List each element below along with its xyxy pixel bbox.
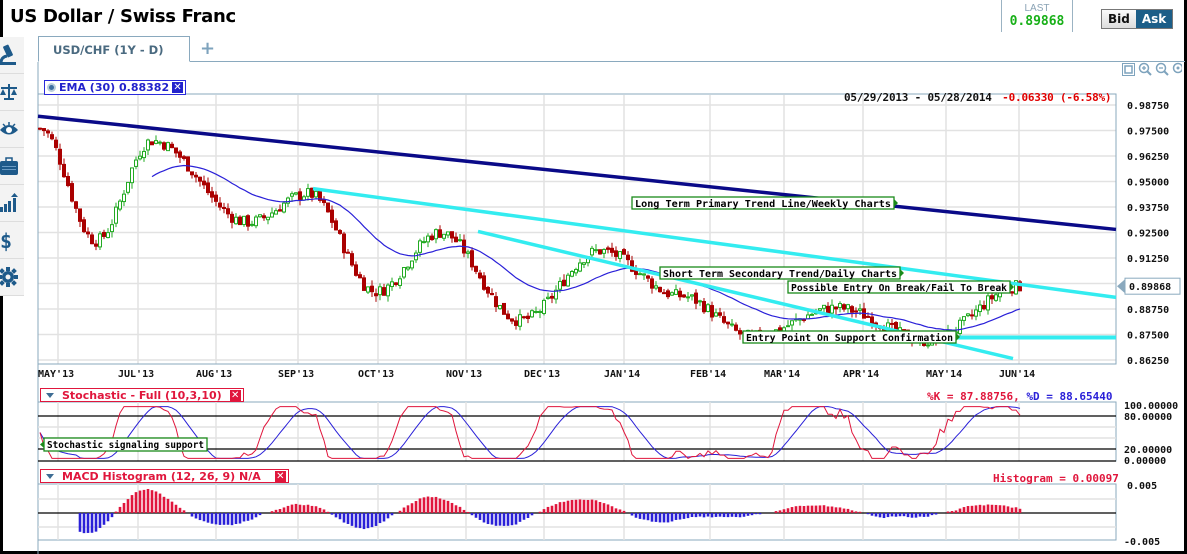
svg-text:MAR'14: MAR'14 xyxy=(764,369,800,380)
remove-ema-button[interactable]: ✕ xyxy=(172,82,184,93)
macd-histogram-value: Histogram = 0.00097 xyxy=(993,472,1119,485)
svg-text:Possible Entry On Break/Fail T: Possible Entry On Break/Fail To Break xyxy=(791,282,1007,294)
scales-icon xyxy=(0,84,17,100)
ema-legend-label: EMA (30) 0.88382 xyxy=(59,81,170,94)
svg-text:$: $ xyxy=(0,229,12,252)
svg-text:100.00000: 100.00000 xyxy=(1124,401,1178,412)
svg-text:0.92500: 0.92500 xyxy=(1127,229,1169,240)
tool-sidebar: $ xyxy=(0,37,24,296)
stochastic-legend[interactable]: Stochastic - Full (10,3,10) ✕ xyxy=(40,388,244,402)
svg-text:0.89868: 0.89868 xyxy=(1129,282,1171,293)
date-range-summary: 05/29/2013 - 05/28/2014 -0.06330 (-6.58%… xyxy=(844,91,1112,104)
sidebar-item-portfolio[interactable] xyxy=(0,148,24,185)
svg-text:JUL'13: JUL'13 xyxy=(118,369,154,380)
briefcase-icon xyxy=(0,157,18,175)
sidebar-item-settings[interactable] xyxy=(0,259,24,296)
microscope-icon xyxy=(0,44,16,65)
gear-icon xyxy=(0,267,18,287)
last-label: LAST xyxy=(1024,3,1050,14)
ema-legend[interactable]: EMA (30) 0.88382 ✕ xyxy=(44,80,187,95)
chart-zoom-controls xyxy=(1122,62,1182,76)
svg-text:0.96250: 0.96250 xyxy=(1127,152,1169,163)
svg-text:Stochastic signaling support: Stochastic signaling support xyxy=(47,439,204,451)
chart-tab-bar: USD/CHF (1Y - D) + xyxy=(38,36,1185,62)
sidebar-item-compare[interactable] xyxy=(0,74,24,111)
svg-text:APR'14: APR'14 xyxy=(843,369,879,380)
svg-text:JUN'14: JUN'14 xyxy=(999,369,1035,380)
zoom-reset-icon[interactable] xyxy=(1172,62,1182,76)
svg-text:-0.005: -0.005 xyxy=(1124,537,1160,548)
svg-text:80.00000: 80.00000 xyxy=(1124,412,1172,423)
svg-text:AUG'13: AUG'13 xyxy=(196,369,232,380)
last-price-value: 0.89868 xyxy=(1009,14,1065,29)
remove-macd-button[interactable]: ✕ xyxy=(274,470,286,482)
sidebar-item-research[interactable] xyxy=(0,37,24,74)
eye-icon xyxy=(0,122,18,135)
sidebar-item-performance[interactable] xyxy=(0,185,24,222)
stochastic-legend-label: Stochastic - Full (10,3,10) xyxy=(62,388,222,402)
sidebar-item-currency[interactable]: $ xyxy=(0,222,24,259)
ema-visibility-radio[interactable] xyxy=(47,83,56,92)
sidebar-item-watch[interactable] xyxy=(0,111,24,148)
fit-screen-icon[interactable] xyxy=(1122,62,1135,76)
stochastic-values: %K = 87.88756, %D = 88.65440 xyxy=(927,390,1112,403)
svg-text:0.95000: 0.95000 xyxy=(1127,178,1169,189)
svg-text:0.00000: 0.00000 xyxy=(1124,456,1166,467)
svg-text:0.93750: 0.93750 xyxy=(1127,203,1169,214)
macd-legend[interactable]: MACD Histogram (12, 26, 9) N/A ✕ xyxy=(40,469,289,483)
svg-text:0.88750: 0.88750 xyxy=(1127,305,1169,316)
remove-stochastic-button[interactable]: ✕ xyxy=(229,389,241,401)
tab-usd-chf[interactable]: USD/CHF (1Y - D) xyxy=(38,36,190,62)
svg-text:0.98750: 0.98750 xyxy=(1127,101,1169,112)
collapse-arrow-icon[interactable] xyxy=(46,392,54,398)
svg-text:FEB'14: FEB'14 xyxy=(690,369,726,380)
svg-text:0.87500: 0.87500 xyxy=(1127,331,1169,342)
bid-button[interactable]: Bid xyxy=(1102,10,1136,28)
zoom-out-icon[interactable] xyxy=(1155,62,1169,76)
bar-chart-up-icon xyxy=(0,193,18,212)
svg-text:Entry Point On Support Confirm: Entry Point On Support Confirmation xyxy=(746,332,953,344)
stochastic-k-value: %K = 87.88756, xyxy=(927,390,1020,403)
svg-text:OCT'13: OCT'13 xyxy=(358,369,394,380)
last-price-box: LAST 0.89868 xyxy=(1001,0,1073,32)
ask-button[interactable]: Ask xyxy=(1135,10,1173,28)
svg-text:0.86250: 0.86250 xyxy=(1127,356,1169,367)
collapse-arrow-icon[interactable] xyxy=(46,473,54,479)
svg-text:0.91250: 0.91250 xyxy=(1127,254,1169,265)
svg-text:MAY'13: MAY'13 xyxy=(38,369,74,380)
svg-text:0.005: 0.005 xyxy=(1127,481,1157,492)
svg-text:NOV'13: NOV'13 xyxy=(446,369,482,380)
page-title: US Dollar / Swiss Franc xyxy=(10,6,236,27)
bid-ask-toggle[interactable]: Bid Ask xyxy=(1101,9,1174,29)
date-range: 05/29/2013 - 05/28/2014 xyxy=(844,91,992,104)
svg-text:MAY'14: MAY'14 xyxy=(926,369,962,380)
svg-text:SEP'13: SEP'13 xyxy=(278,369,314,380)
svg-text:DEC'13: DEC'13 xyxy=(524,369,560,380)
stochastic-d-value: %D = 88.65440 xyxy=(1026,390,1113,403)
svg-text:20.00000: 20.00000 xyxy=(1124,445,1172,456)
zoom-in-icon[interactable] xyxy=(1138,62,1152,76)
svg-text:JAN'14: JAN'14 xyxy=(604,369,640,380)
svg-text:Short Term Secondary Trend/Dai: Short Term Secondary Trend/Daily Charts xyxy=(663,268,897,280)
svg-text:0.97500: 0.97500 xyxy=(1127,127,1169,138)
price-change: -0.06330 (-6.58%) xyxy=(1002,91,1112,104)
dollar-icon: $ xyxy=(0,229,12,252)
svg-text:Long Term Primary Trend Line/W: Long Term Primary Trend Line/Weekly Char… xyxy=(635,198,891,210)
macd-legend-label: MACD Histogram (12, 26, 9) N/A xyxy=(62,469,261,483)
add-tab-button[interactable]: + xyxy=(200,38,216,59)
